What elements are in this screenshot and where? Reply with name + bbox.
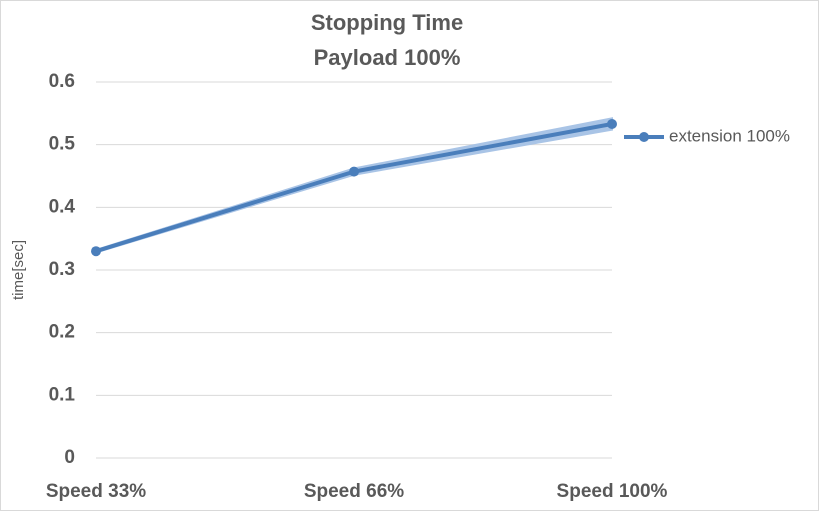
y-tick-label: 0.5: [49, 134, 76, 155]
x-tick-label: Speed 33%: [46, 481, 146, 502]
y-tick-label: 0.4: [49, 196, 76, 217]
data-point: [607, 118, 617, 129]
y-tick-label: 0.2: [49, 322, 75, 343]
y-tick-label: 0.6: [49, 71, 75, 92]
y-tick-label: 0.3: [49, 259, 75, 280]
chart-title: Stopping Time: [311, 10, 463, 35]
chart-subtitle: Payload 100%: [314, 45, 461, 70]
data-point: [349, 166, 359, 177]
x-tick-label: Speed 66%: [304, 481, 404, 502]
y-tick-label: 0: [64, 447, 75, 468]
data-point: [91, 246, 101, 257]
y-tick-label: 0.1: [49, 384, 76, 405]
x-tick-label: Speed 100%: [557, 481, 668, 502]
y-axis-label: time[sec]: [10, 240, 27, 300]
legend-label: extension 100%: [669, 126, 790, 145]
legend-marker: [639, 132, 649, 142]
